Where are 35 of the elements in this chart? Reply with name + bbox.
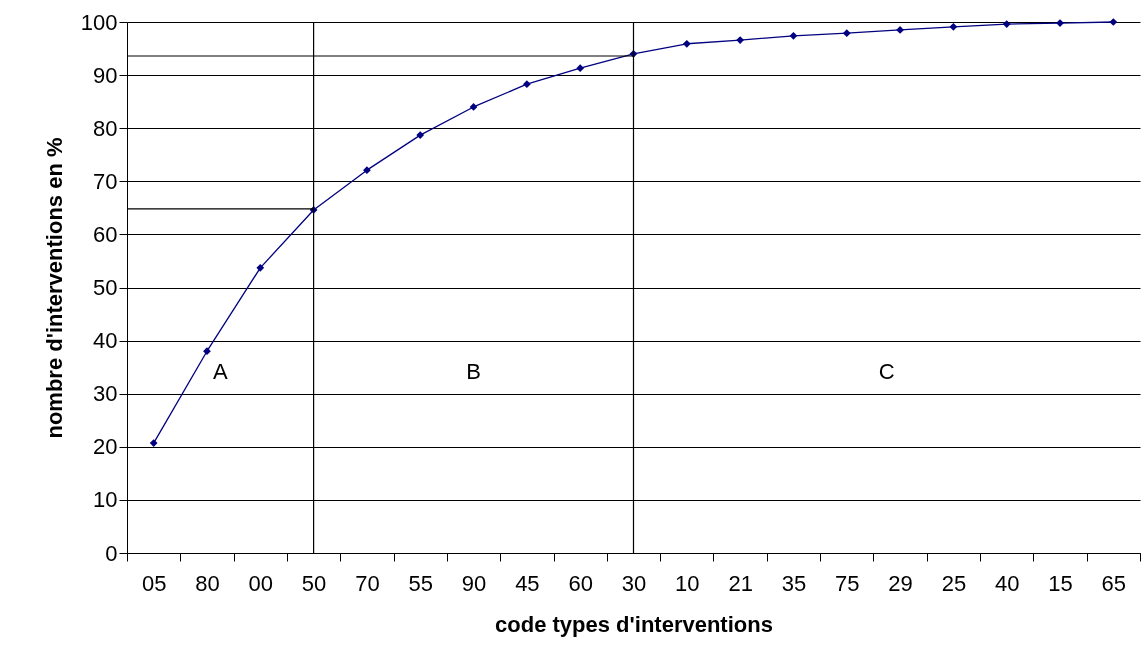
x-tick-label: 21	[728, 570, 753, 596]
x-tick-label: 00	[248, 570, 274, 596]
y-tick-label: 80	[93, 115, 118, 141]
y-tick-label: 10	[93, 487, 118, 513]
x-tick-label: 10	[675, 570, 700, 596]
x-tick-label: 29	[888, 570, 913, 596]
x-tick-label: 50	[301, 570, 327, 596]
y-tick-label: 50	[93, 275, 118, 300]
x-tick-label: 80	[195, 570, 220, 596]
y-tick-label: 70	[93, 168, 118, 194]
y-tick-label: 100	[80, 9, 118, 35]
x-tick-label: 05	[141, 570, 167, 596]
x-tick-label: 70	[355, 570, 380, 596]
x-tick-label: 90	[461, 570, 487, 596]
y-tick-label: 90	[93, 62, 118, 88]
x-tick-label: 75	[835, 570, 860, 596]
x-tick-label: 40	[994, 570, 1020, 596]
x-tick-label: 65	[1101, 570, 1127, 596]
x-axis-title: code types d'interventions	[495, 611, 773, 637]
annotation: B	[466, 359, 481, 385]
x-tick-label: 30	[621, 570, 647, 596]
y-tick-label: 0	[105, 540, 118, 566]
annotation: A	[212, 359, 228, 385]
x-tick-label: 55	[408, 570, 433, 596]
y-tick-label: 20	[93, 434, 118, 460]
x-tick-label: 60	[568, 570, 593, 596]
x-tick-label: 15	[1048, 570, 1073, 596]
x-tick-label: 35	[781, 570, 807, 596]
y-tick-label: 40	[93, 328, 118, 354]
annotation: C	[878, 359, 895, 385]
x-tick-label: 25	[941, 570, 967, 596]
x-tick-label: 45	[515, 570, 540, 596]
y-tick-label: 30	[93, 381, 118, 407]
y-tick-label: 60	[93, 221, 118, 247]
y-axis-title: nombre d'interventions en %	[41, 137, 67, 439]
